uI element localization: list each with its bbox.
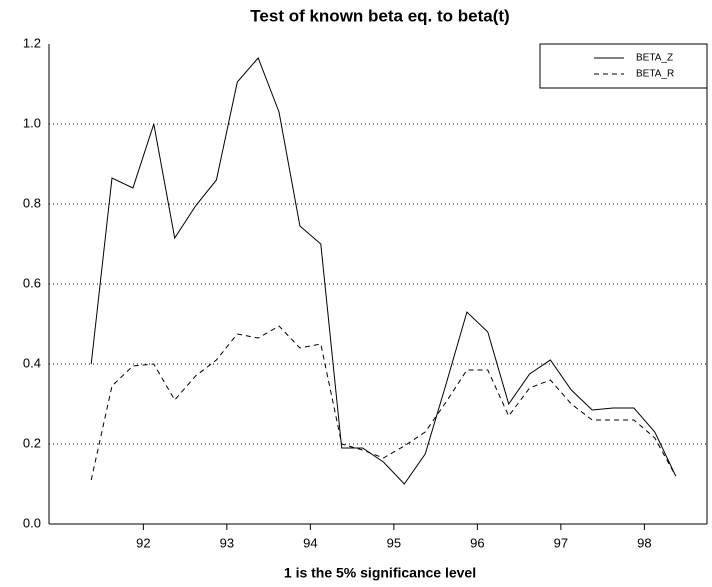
y-tick-label: 0.4	[23, 355, 41, 370]
y-tick-label: 0.0	[23, 515, 41, 530]
legend-label: BETA_R	[636, 69, 674, 80]
x-axis-label: 1 is the 5% significance level	[284, 565, 476, 581]
legend-box	[539, 43, 708, 89]
legend-label: BETA_Z	[636, 53, 673, 64]
chart-title: Test of known beta eq. to beta(t)	[250, 6, 509, 25]
x-tick-label: 98	[637, 535, 651, 550]
line-series	[90, 325, 677, 481]
x-tick-label: 93	[220, 535, 234, 550]
y-tick-label: 1.2	[23, 35, 41, 50]
x-tick-label: 92	[136, 535, 150, 550]
y-tick-label: 0.6	[23, 275, 41, 290]
x-tick-label: 94	[303, 535, 317, 550]
y-tick-label: 0.8	[23, 195, 41, 210]
x-tick-label: 97	[554, 535, 568, 550]
y-tick-label: 1.0	[23, 115, 41, 130]
x-tick-label: 96	[470, 535, 484, 550]
y-tick-label: 0.2	[23, 435, 41, 450]
line-series	[90, 57, 677, 485]
x-tick-label: 95	[387, 535, 401, 550]
